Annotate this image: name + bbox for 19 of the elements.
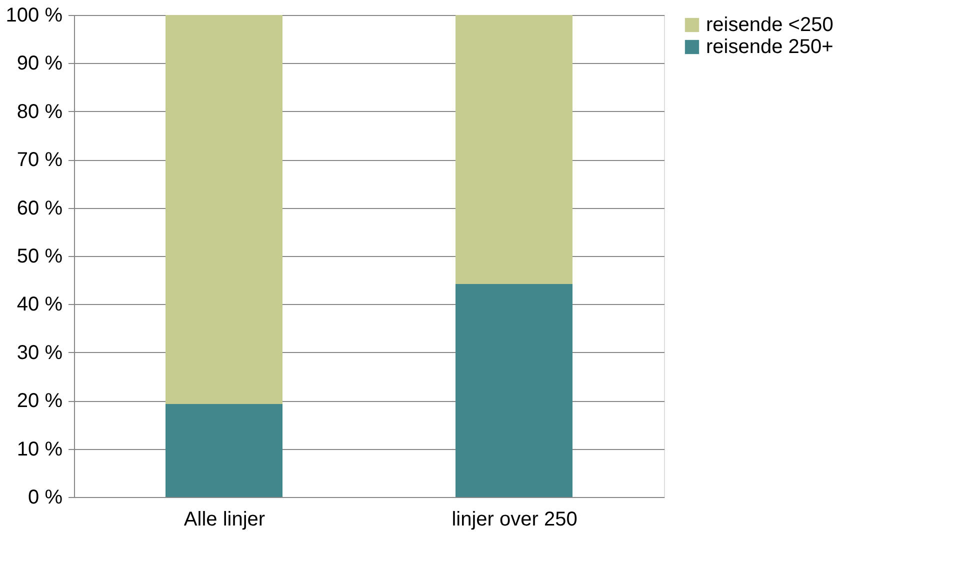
x-tick-label: linjer over 250	[452, 508, 578, 530]
legend-label: reisende 250+	[706, 36, 834, 58]
x-tick-label: Alle linjer	[184, 508, 266, 530]
y-tick-label: 90 %	[16, 52, 63, 75]
y-tick-label: 80 %	[16, 100, 63, 123]
y-tick-label: 70 %	[16, 149, 63, 172]
bar	[166, 15, 282, 404]
bar	[166, 404, 282, 497]
y-tick-label: 50 %	[16, 246, 63, 268]
y-tick-label: 60 %	[16, 197, 63, 220]
y-tick-label: 100 %	[6, 4, 63, 26]
y-tick-label: 0 %	[28, 486, 63, 508]
y-tick-label: 20 %	[16, 390, 63, 412]
y-tick-label: 10 %	[16, 438, 63, 460]
y-tick-label: 40 %	[16, 294, 63, 316]
bar	[456, 15, 572, 284]
bar	[456, 284, 572, 497]
legend-label: reisende <250	[706, 14, 834, 36]
y-tick-label: 30 %	[16, 342, 63, 364]
